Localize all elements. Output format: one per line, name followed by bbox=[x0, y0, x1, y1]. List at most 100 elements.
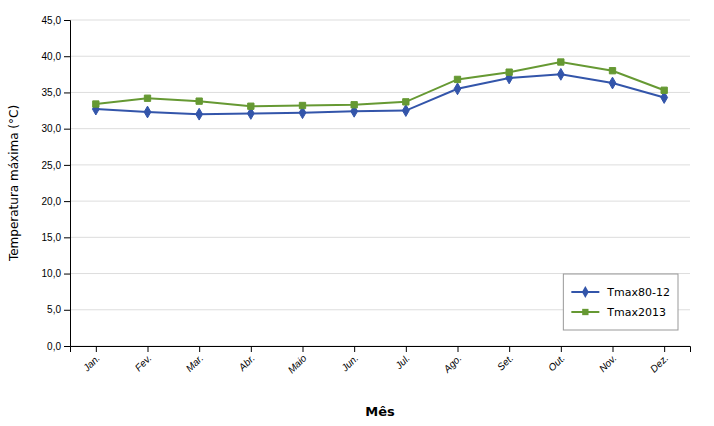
y-tick: 40,0 bbox=[42, 51, 70, 62]
y-axis: 0,0 5,0 10,0 15,0 20,0 25,0 30,0 35,0 40,0 45,0 bbox=[42, 15, 71, 352]
grid-line bbox=[70, 20, 690, 21]
y-tick: 15,0 bbox=[42, 232, 70, 243]
grid-line bbox=[70, 128, 690, 129]
x-tick: Nov. bbox=[597, 346, 619, 374]
x-tick-label: Dez. bbox=[648, 352, 670, 374]
x-axis-title: Mês bbox=[365, 404, 395, 419]
x-tick-label: Jan. bbox=[80, 352, 102, 374]
x-tick: Out. bbox=[546, 346, 567, 374]
grid-line bbox=[70, 237, 690, 238]
x-tick-label: Fev. bbox=[133, 352, 154, 373]
legend-item: Tmax2013 bbox=[571, 306, 666, 319]
x-tick-label: Ago. bbox=[441, 352, 464, 375]
series-marker bbox=[609, 77, 616, 89]
y-tick: 45,0 bbox=[42, 15, 70, 26]
series-marker bbox=[196, 98, 202, 104]
legend-marker bbox=[582, 309, 588, 315]
x-tick: Mar. bbox=[184, 346, 206, 374]
legend-marker bbox=[582, 286, 589, 298]
series-marker bbox=[506, 69, 512, 75]
x-tick: Jan. bbox=[80, 346, 102, 374]
y-tick-mark bbox=[64, 310, 70, 311]
series-marker bbox=[403, 99, 409, 105]
x-tick-label: Out. bbox=[546, 352, 567, 373]
series-marker bbox=[661, 87, 667, 93]
grid-line bbox=[70, 201, 690, 202]
x-axis: Jan. Fev. Mar. Abr. Maio Jun. Jul. Ago. Set. Out.… bbox=[71, 346, 691, 375]
series-marker bbox=[558, 59, 564, 65]
x-tick-mark bbox=[199, 346, 200, 352]
x-tick: Fev. bbox=[133, 346, 154, 373]
series-marker bbox=[144, 95, 150, 101]
series-marker bbox=[609, 68, 615, 74]
y-tick-label: 25,0 bbox=[42, 160, 62, 171]
y-tick-mark bbox=[64, 201, 70, 202]
grid-line bbox=[70, 92, 690, 93]
x-tick: Dez. bbox=[648, 346, 670, 375]
series-marker bbox=[454, 76, 460, 82]
x-tick-mark bbox=[96, 346, 97, 352]
y-tick-label: 0,0 bbox=[47, 341, 61, 352]
series-marker bbox=[454, 83, 461, 95]
plot: 0,0 5,0 10,0 15,0 20,0 25,0 30,0 35,0 40,0 45,0 Ja… bbox=[42, 15, 691, 376]
series-marker bbox=[299, 102, 305, 108]
series-marker bbox=[557, 68, 564, 80]
series-marker bbox=[402, 105, 409, 117]
x-tick-label: Nov. bbox=[597, 352, 619, 374]
y-tick-mark bbox=[64, 274, 70, 275]
x-tick-mark bbox=[664, 346, 665, 352]
x-tick: Jun. bbox=[338, 346, 360, 374]
legend-label: Tmax2013 bbox=[606, 306, 666, 319]
grid-line bbox=[70, 56, 690, 57]
series-marker bbox=[93, 101, 99, 107]
y-tick: 10,0 bbox=[42, 268, 70, 279]
y-tick-label: 20,0 bbox=[42, 196, 62, 207]
legend-item: Tmax80-12 bbox=[571, 286, 670, 299]
chart: 0,0 5,0 10,0 15,0 20,0 25,0 30,0 35,0 40,0 45,0 Ja… bbox=[0, 0, 714, 426]
series-line bbox=[96, 74, 664, 114]
y-tick-label: 40,0 bbox=[42, 51, 62, 62]
x-axis-line bbox=[71, 347, 691, 353]
y-tick-mark bbox=[64, 20, 70, 21]
y-tick: 20,0 bbox=[42, 196, 70, 207]
y-tick: 0,0 bbox=[47, 341, 70, 352]
x-tick-mark bbox=[354, 346, 355, 352]
series-area bbox=[92, 59, 667, 120]
x-tick-mark bbox=[303, 346, 304, 352]
x-tick: Set. bbox=[495, 346, 515, 373]
y-tick-mark bbox=[64, 92, 70, 93]
series-marker bbox=[248, 103, 254, 109]
y-tick-mark bbox=[64, 346, 70, 347]
x-tick-mark bbox=[406, 346, 407, 352]
y-axis-line bbox=[64, 21, 71, 347]
x-tick-label: Maio bbox=[286, 352, 309, 375]
y-tick: 35,0 bbox=[42, 87, 70, 98]
y-tick-mark bbox=[64, 129, 70, 130]
x-tick: Ago. bbox=[441, 346, 464, 375]
y-tick-label: 30,0 bbox=[42, 123, 62, 134]
y-tick: 25,0 bbox=[42, 160, 70, 171]
legend-label: Tmax80-12 bbox=[606, 286, 670, 299]
y-tick-label: 5,0 bbox=[47, 304, 61, 315]
legend-frame bbox=[563, 274, 678, 330]
y-tick-mark bbox=[64, 56, 70, 57]
x-tick-label: Jun. bbox=[338, 352, 360, 374]
series-marker bbox=[144, 106, 151, 118]
x-tick: Jul. bbox=[393, 346, 412, 372]
x-tick-label: Mar. bbox=[184, 352, 206, 374]
y-tick-label: 15,0 bbox=[42, 232, 62, 243]
x-tick: Maio bbox=[286, 346, 309, 375]
x-tick-label: Abr. bbox=[236, 352, 257, 373]
grid-line bbox=[70, 164, 690, 165]
y-tick-mark bbox=[64, 165, 70, 166]
series-marker bbox=[196, 108, 203, 120]
y-axis-title: Temperatura máxima (°C) bbox=[7, 105, 21, 262]
x-tick-mark bbox=[458, 346, 459, 352]
x-tick-label: Jul. bbox=[393, 352, 412, 371]
x-tick-mark bbox=[148, 346, 149, 352]
y-tick: 5,0 bbox=[47, 304, 70, 315]
legend: Tmax80-12 Tmax2013 bbox=[563, 274, 678, 330]
y-tick: 30,0 bbox=[42, 123, 70, 134]
x-tick: Abr. bbox=[236, 346, 257, 374]
x-tick-mark bbox=[613, 346, 614, 352]
